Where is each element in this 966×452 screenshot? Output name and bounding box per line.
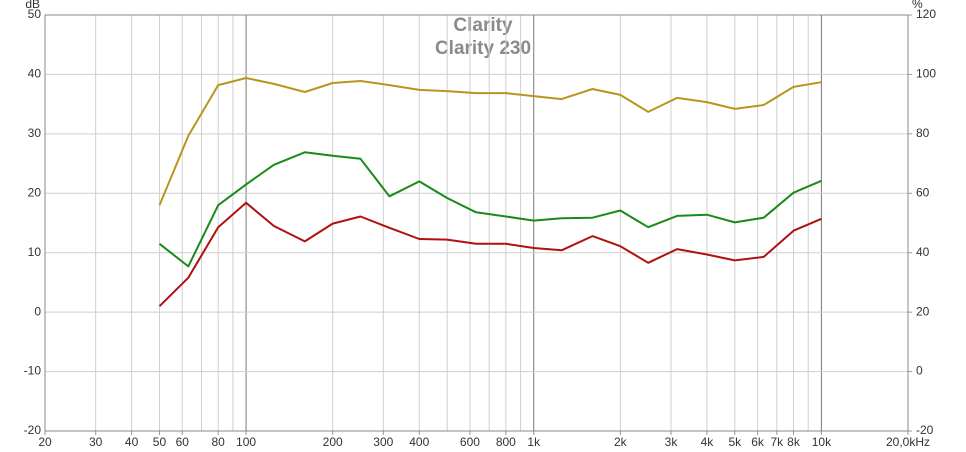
y2-tick-label: 100 (916, 67, 936, 81)
y2-tick-label: 20 (916, 304, 930, 318)
y2-axis-label: % (912, 0, 923, 11)
x-tick-label: 200 (323, 435, 343, 449)
series-line (158, 201, 822, 307)
x-tick-label: 3k (665, 435, 679, 449)
y-tick-label: -10 (24, 364, 42, 378)
x-tick-label: 800 (496, 435, 516, 449)
x-tick-label: 30 (89, 435, 103, 449)
plot-border (44, 14, 909, 432)
y-tick-label: -20 (24, 423, 42, 437)
x-tick-label: 7k (770, 435, 784, 449)
y-tick-label: 10 (28, 245, 42, 259)
x-tick-label: 50 (153, 435, 167, 449)
chart-subtitle: Clarity 230 (435, 38, 531, 59)
x-tick-label: 6k (751, 435, 765, 449)
x-tick-label: 10k (812, 435, 832, 449)
y2-tick-label: 80 (916, 126, 930, 140)
x-tick-label: 40 (125, 435, 139, 449)
y2-tick-label: 120 (916, 7, 936, 21)
y-tick-label: 50 (28, 7, 42, 21)
x-tick-label: 20 (38, 435, 52, 449)
x-tick-label: 5k (728, 435, 742, 449)
y2-tick-label: 0 (916, 364, 923, 378)
y2-tick-label: -20 (916, 423, 934, 437)
chart-title: Clarity (453, 15, 513, 36)
y2-tick-label: 60 (916, 185, 930, 199)
series-line (158, 77, 822, 206)
x-tick-label: 60 (176, 435, 190, 449)
x-tick-label: 80 (212, 435, 226, 449)
x-tick-label: 300 (373, 435, 393, 449)
x-tick-label: 1k (527, 435, 541, 449)
x-tick-label: 4k (701, 435, 715, 449)
y-tick-label: 30 (28, 126, 42, 140)
y-axis-label: dB (25, 0, 40, 11)
x-tick-label: 100 (236, 435, 256, 449)
x-tick-label: 8k (787, 435, 801, 449)
x-tick-label: 2k (614, 435, 628, 449)
x-tick-label: 600 (460, 435, 480, 449)
y-tick-label: 40 (28, 67, 42, 81)
y-tick-label: 0 (34, 304, 41, 318)
y2-tick-label: 40 (916, 245, 930, 259)
series-line (158, 151, 822, 268)
x-tick-label: 20,0kHz (886, 435, 930, 449)
x-tick-label: 400 (409, 435, 429, 449)
y-tick-label: 20 (28, 185, 42, 199)
